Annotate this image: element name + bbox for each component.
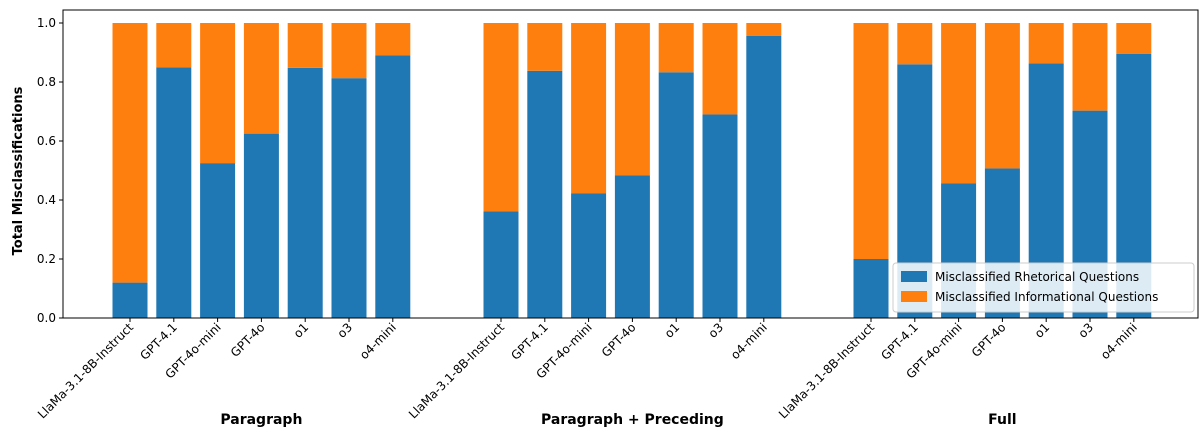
x-tick-label: o1	[662, 320, 682, 340]
group-label: Full	[988, 412, 1016, 428]
bar-rhetorical	[659, 72, 694, 318]
y-tick-label: 0.2	[37, 252, 56, 266]
x-tick-label: LlaMa-3.1-8B-Instruct	[35, 320, 136, 421]
bar-rhetorical	[571, 194, 606, 318]
bar-rhetorical	[484, 211, 519, 318]
bar-rhetorical	[288, 68, 323, 318]
bar-rhetorical	[332, 78, 367, 318]
y-tick-label: 0.0	[37, 311, 56, 325]
bar-informational	[746, 23, 781, 36]
legend-label: Misclassified Informational Questions	[935, 290, 1158, 304]
bar-rhetorical	[375, 55, 410, 318]
bar-rhetorical	[527, 71, 562, 318]
bar-informational	[244, 23, 279, 134]
x-tick-label: o3	[335, 320, 355, 340]
x-tick-label: o4-mini	[1098, 320, 1140, 362]
bar-rhetorical	[703, 114, 738, 318]
bar-informational	[985, 23, 1020, 168]
x-tick-label: o4-mini	[728, 320, 770, 362]
bar-rhetorical	[156, 67, 191, 318]
bar-informational	[200, 23, 235, 163]
y-tick-label: 1.0	[37, 16, 56, 30]
bar-rhetorical	[113, 283, 148, 318]
bar-informational	[659, 23, 694, 72]
y-tick-label: 0.4	[37, 193, 56, 207]
x-tick-label: o3	[706, 320, 726, 340]
y-tick-label: 0.6	[37, 134, 56, 148]
x-tick-label: GPT-4o	[599, 320, 639, 360]
bar-informational	[854, 23, 889, 259]
bar-informational	[332, 23, 367, 78]
x-tick-label: LlaMa-3.1-8B-Instruct	[406, 320, 507, 421]
bar-informational	[156, 23, 191, 67]
group-label: Paragraph + Preceding	[541, 412, 724, 428]
bar-rhetorical	[200, 163, 235, 318]
bar-informational	[113, 23, 148, 283]
x-tick-label: GPT-4.1	[137, 320, 180, 363]
legend: Misclassified Rhetorical Questions Miscla…	[893, 263, 1194, 312]
bar-informational	[1073, 23, 1108, 111]
legend-label: Misclassified Rhetorical Questions	[935, 270, 1139, 284]
x-tick-label: GPT-4.1	[508, 320, 551, 363]
x-tick-label: LlaMa-3.1-8B-Instruct	[776, 320, 877, 421]
bar-rhetorical	[746, 36, 781, 318]
x-tick-label: GPT-4o	[228, 320, 268, 360]
bar-informational	[941, 23, 976, 183]
bar-rhetorical	[244, 134, 279, 318]
y-axis-label: Total Misclassifications	[11, 86, 26, 255]
legend-swatch	[901, 271, 927, 282]
bar-informational	[703, 23, 738, 114]
x-tick-label: o1	[1032, 320, 1052, 340]
bar-rhetorical	[854, 259, 889, 318]
bar-informational	[375, 23, 410, 55]
bar-informational	[571, 23, 606, 194]
bar-informational	[484, 23, 519, 211]
legend-swatch	[901, 291, 927, 302]
bar-informational	[615, 23, 650, 176]
group-labels: Paragraph Paragraph + Preceding Full	[220, 412, 1016, 428]
x-tick-label: o3	[1076, 320, 1096, 340]
bar-informational	[1116, 23, 1151, 54]
bar-informational	[897, 23, 932, 64]
x-tick-label: GPT-4.1	[878, 320, 921, 363]
x-tick-label: GPT-4o	[969, 320, 1009, 360]
bar-rhetorical	[615, 176, 650, 318]
y-tick-label: 0.8	[37, 75, 56, 89]
bar-informational	[1029, 23, 1064, 63]
group-label: Paragraph	[220, 412, 302, 428]
bar-informational	[527, 23, 562, 71]
bar-informational	[288, 23, 323, 68]
x-tick-label: o4-mini	[357, 320, 399, 362]
x-tick-label: o1	[291, 320, 311, 340]
